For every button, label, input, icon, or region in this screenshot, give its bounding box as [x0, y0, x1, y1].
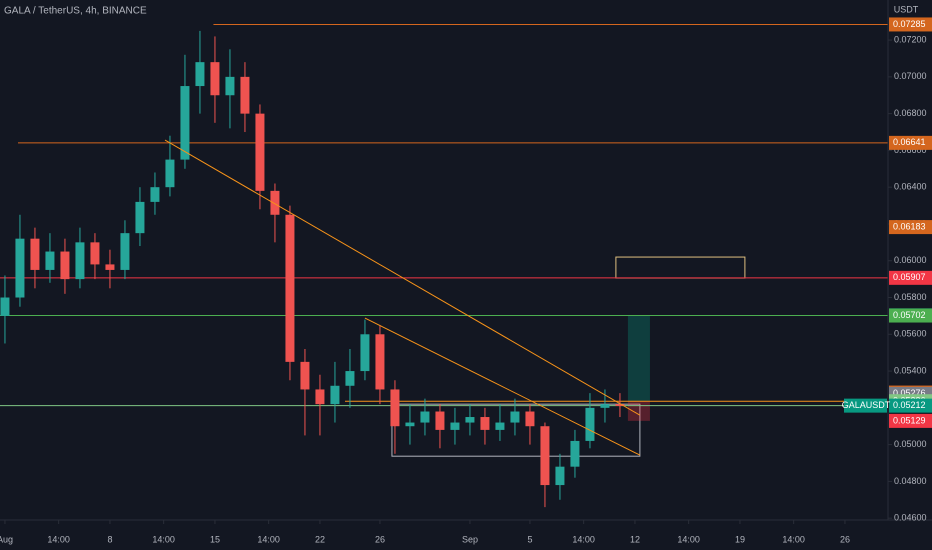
price-tag-label: 0.05129 [893, 415, 926, 425]
y-tick-label: 0.05600 [894, 329, 927, 339]
y-tick-label: 0.04800 [894, 476, 927, 486]
axis-unit: USDT [894, 4, 919, 14]
x-tick-label: 14:00 [257, 534, 280, 544]
price-tag [889, 220, 932, 235]
chart-title: GALA / TetherUS, 4h, BINANCE [4, 6, 147, 17]
candle-body [555, 466, 565, 486]
y-tick-label: 0.05800 [894, 292, 927, 302]
candle-body [285, 214, 295, 362]
candle-body [480, 417, 490, 430]
candle-body [75, 242, 85, 280]
y-tick-label: 0.06800 [894, 108, 927, 118]
candle-body [495, 422, 505, 430]
x-tick-label: 14:00 [782, 534, 805, 544]
x-tick-label: 26 [840, 534, 850, 544]
y-tick-label: 0.05400 [894, 365, 927, 375]
price-tag-label: 0.07285 [893, 19, 926, 29]
price-tag [889, 308, 932, 323]
price-tag [889, 413, 932, 428]
position-target [627, 315, 650, 402]
candle-body [600, 404, 610, 408]
x-tick-label: 12 [630, 534, 640, 544]
trendline [164, 139, 641, 416]
candle-body [420, 411, 430, 423]
x-tick-label: 14:00 [677, 534, 700, 544]
candle-body [90, 242, 100, 265]
candle-body [165, 159, 175, 188]
candle-body [225, 76, 235, 96]
candle-body [375, 334, 385, 390]
candle-body [345, 371, 355, 386]
price-tag-label: 0.06183 [893, 221, 926, 231]
x-tick-label: 5 [527, 534, 532, 544]
price-tag-label: 0.05212 [893, 400, 926, 410]
candle-body [390, 389, 400, 427]
y-tick-label: 0.07000 [894, 71, 927, 81]
candle-body [465, 417, 475, 423]
candle-body [585, 407, 595, 441]
trendline [364, 317, 641, 456]
y-tick-label: 0.04600 [894, 513, 927, 523]
candle-body [30, 238, 40, 270]
candle-body [450, 422, 460, 430]
price-tag [889, 398, 932, 413]
candle-body [330, 385, 340, 405]
price-tag [889, 17, 932, 32]
candle-body [270, 190, 280, 215]
candle-body [45, 251, 55, 270]
candle-body [300, 361, 310, 390]
candle-body [15, 238, 25, 298]
y-tick-label: 0.07200 [894, 34, 927, 44]
candle-body [0, 297, 10, 316]
candle-body [255, 113, 265, 191]
candle-body [570, 440, 580, 467]
candle-body [525, 411, 535, 427]
candle-body [405, 422, 415, 427]
candle-body [435, 411, 445, 430]
x-tick-label: 22 [315, 534, 325, 544]
candle-body [615, 404, 625, 406]
y-tick-label: 0.06400 [894, 182, 927, 192]
plot [0, 23, 888, 508]
price-tag-label: 0.05907 [893, 272, 926, 282]
price-tag-label: 0.05276 [893, 388, 926, 398]
y-tick-label: 0.06000 [894, 255, 927, 265]
x-tick-label: Aug [0, 534, 13, 544]
candle-body [60, 251, 70, 280]
price-tag [889, 135, 932, 150]
symbol-tag [844, 398, 887, 413]
x-tick-label: 14:00 [152, 534, 175, 544]
x-tick-label: 8 [107, 534, 112, 544]
candle-body [120, 233, 130, 270]
candle-body [150, 187, 160, 202]
x-tick-label: 14:00 [572, 534, 595, 544]
candle-body [195, 62, 205, 87]
price-tag-label: 0.05702 [893, 310, 926, 320]
range-box [391, 403, 641, 457]
y-tick-label: 0.05000 [894, 439, 927, 449]
x-tick-label: Sep [462, 534, 478, 544]
x-tick-label: 15 [210, 534, 220, 544]
candle-body [135, 201, 145, 234]
candle-body [315, 389, 325, 405]
candle-body [510, 411, 520, 423]
x-tick-label: 26 [375, 534, 385, 544]
candle-body [540, 426, 550, 486]
candle-body [210, 62, 220, 96]
candle-body [240, 76, 250, 114]
price-tag [889, 270, 932, 285]
candle-body [360, 334, 370, 372]
x-tick-label: 14:00 [47, 534, 70, 544]
x-tick-label: 19 [735, 534, 745, 544]
price-tag-label: 0.06641 [893, 137, 926, 147]
position-stop [627, 401, 650, 421]
symbol-tag-label: GALAUSDT [842, 400, 891, 410]
candle-body [105, 264, 115, 270]
candle-body [180, 86, 190, 160]
